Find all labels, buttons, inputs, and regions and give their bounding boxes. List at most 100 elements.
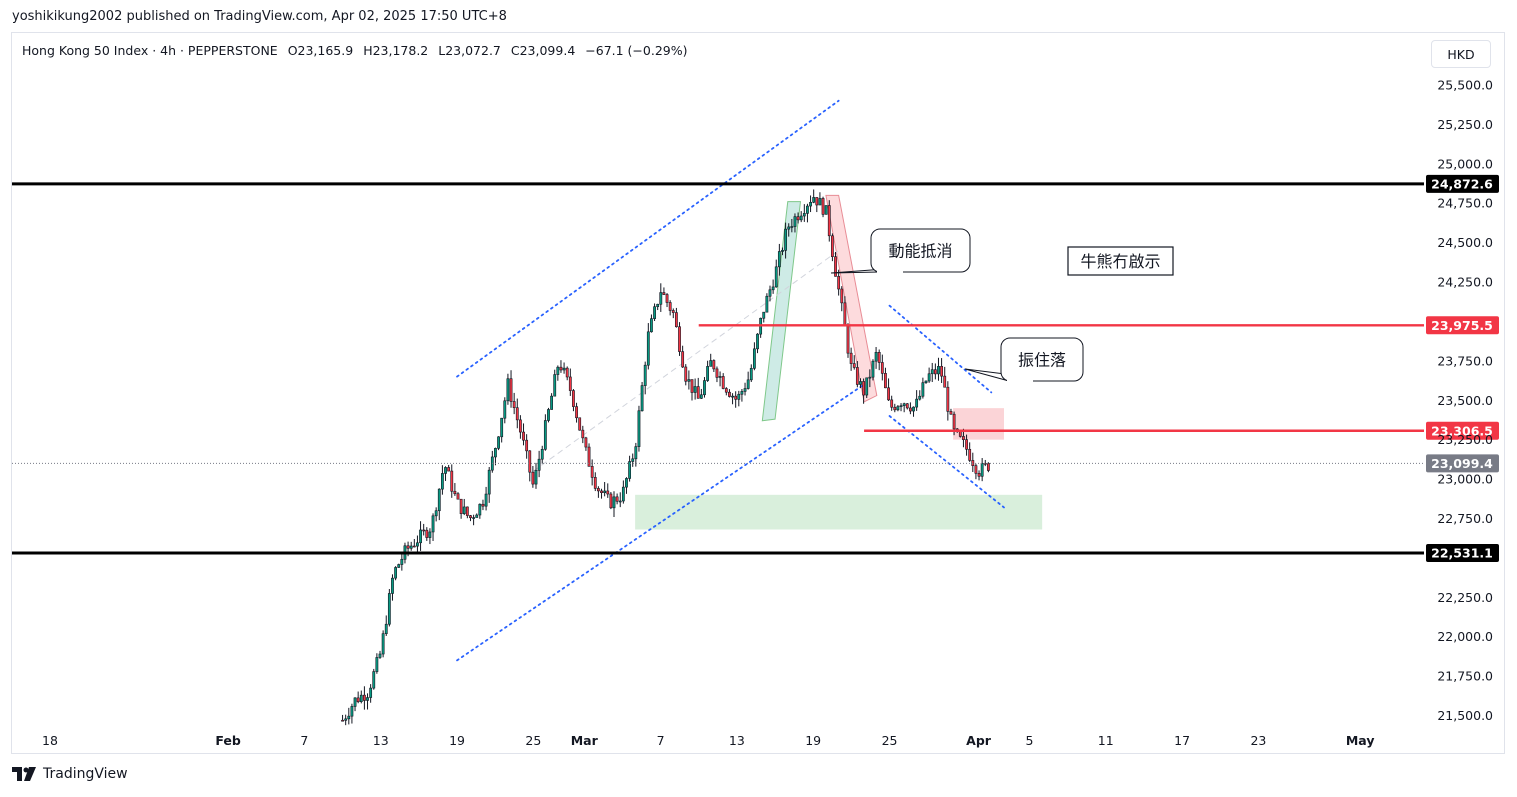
candle-body — [834, 256, 837, 277]
candle-body — [737, 393, 741, 400]
candle-body — [347, 715, 351, 720]
candle-body — [472, 517, 476, 519]
candle-body — [924, 380, 928, 383]
y-axis-tick-label: 24,250.0 — [1437, 275, 1493, 290]
candle-body — [487, 469, 491, 495]
x-axis-tick-label: 25 — [882, 733, 898, 748]
candle-body — [893, 406, 897, 411]
level-badge-label: 24,872.6 — [1431, 176, 1493, 191]
candle-body — [927, 373, 931, 382]
chart-frame — [11, 32, 1505, 754]
y-axis-tick-label: 21,750.0 — [1437, 669, 1493, 684]
annotation-range-box — [1000, 337, 1084, 382]
candle-body — [387, 593, 391, 625]
x-axis-tick-label: 19 — [449, 733, 465, 748]
candle-body — [899, 405, 903, 408]
candle-body — [986, 463, 990, 471]
candle-body — [518, 419, 522, 433]
candle-body — [724, 388, 728, 393]
candle-body — [428, 531, 432, 538]
symbol-legend: Hong Kong 50 Index · 4h · PEPPERSTONE O2… — [22, 43, 693, 58]
candle-body — [884, 373, 887, 389]
candle-body — [668, 302, 672, 311]
candle-body — [419, 529, 422, 544]
candle-body — [534, 470, 538, 485]
candle-body — [437, 488, 441, 512]
candle-body — [721, 376, 725, 389]
level-badge — [1426, 174, 1499, 193]
candle-body — [384, 623, 388, 635]
candle-body — [905, 403, 909, 409]
candle-body — [671, 310, 675, 313]
candle-body — [787, 226, 791, 230]
legend-low: L23,072.7 — [438, 43, 501, 58]
candle-body — [799, 215, 803, 221]
drop-leg-box — [825, 194, 878, 403]
candle-body — [678, 326, 681, 352]
candle-body — [522, 431, 525, 441]
candle-body — [653, 306, 656, 319]
candle-body — [353, 697, 357, 707]
candle-body — [731, 395, 734, 398]
candle-body — [640, 385, 644, 412]
candle-body — [366, 697, 369, 701]
candle-body — [431, 515, 435, 533]
candle-body — [687, 379, 691, 382]
candle-body — [874, 352, 878, 362]
candle-body — [980, 462, 984, 477]
candle-body — [453, 490, 457, 495]
candle-body — [684, 366, 688, 382]
x-axis-tick-label: May — [1346, 733, 1375, 748]
candle-body — [846, 325, 850, 354]
x-axis-tick-label: 17 — [1174, 733, 1190, 748]
candle-body — [575, 406, 578, 419]
candle-body — [796, 216, 800, 221]
candle-body — [506, 378, 510, 402]
candle-body — [515, 407, 519, 421]
last-price-badge — [1426, 454, 1499, 473]
level-badge — [1426, 316, 1499, 335]
candle-body — [531, 471, 535, 485]
candle-body — [712, 360, 716, 370]
candle-body — [637, 410, 641, 447]
candle-body — [400, 558, 404, 565]
candle-body — [494, 448, 497, 458]
candle-body — [943, 375, 947, 388]
candle-body — [849, 352, 853, 364]
candle-body — [949, 411, 953, 415]
x-axis-tick-label: 5 — [1025, 733, 1033, 748]
candle-body — [690, 379, 694, 393]
candle-body — [556, 366, 560, 375]
candle-body — [734, 395, 738, 400]
y-axis-tick-label: 22,750.0 — [1437, 511, 1493, 526]
support-zone — [635, 494, 1043, 530]
candle-body — [450, 470, 454, 492]
candle-body — [628, 461, 632, 479]
candle-body — [416, 542, 419, 547]
candle-body — [350, 706, 354, 717]
candle-body — [728, 391, 731, 397]
footer-brand[interactable]: TradingView — [12, 766, 128, 782]
candle-body — [718, 376, 722, 378]
currency-button[interactable]: HKD — [1431, 40, 1491, 68]
candle-body — [699, 394, 703, 399]
y-axis-tick-label: 25,000.0 — [1437, 156, 1493, 171]
candle-body — [528, 450, 532, 473]
candle-body — [356, 697, 360, 703]
tradingview-logo-icon — [12, 767, 36, 781]
candle-body — [887, 387, 890, 401]
candle-body — [572, 390, 575, 407]
legend-high: H23,178.2 — [363, 43, 429, 58]
y-axis-tick-label: 23,750.0 — [1437, 353, 1493, 368]
candle-body — [681, 351, 685, 368]
candle-body — [896, 406, 900, 411]
candle-body — [456, 493, 460, 500]
y-axis-tick-label: 23,000.0 — [1437, 472, 1493, 487]
annotation-cbbc-box — [1067, 246, 1174, 276]
candle-body — [444, 467, 447, 474]
candle-body — [344, 718, 348, 721]
candle-body — [852, 363, 856, 368]
x-axis-tick-label: 11 — [1098, 733, 1114, 748]
candle-body — [434, 510, 438, 517]
